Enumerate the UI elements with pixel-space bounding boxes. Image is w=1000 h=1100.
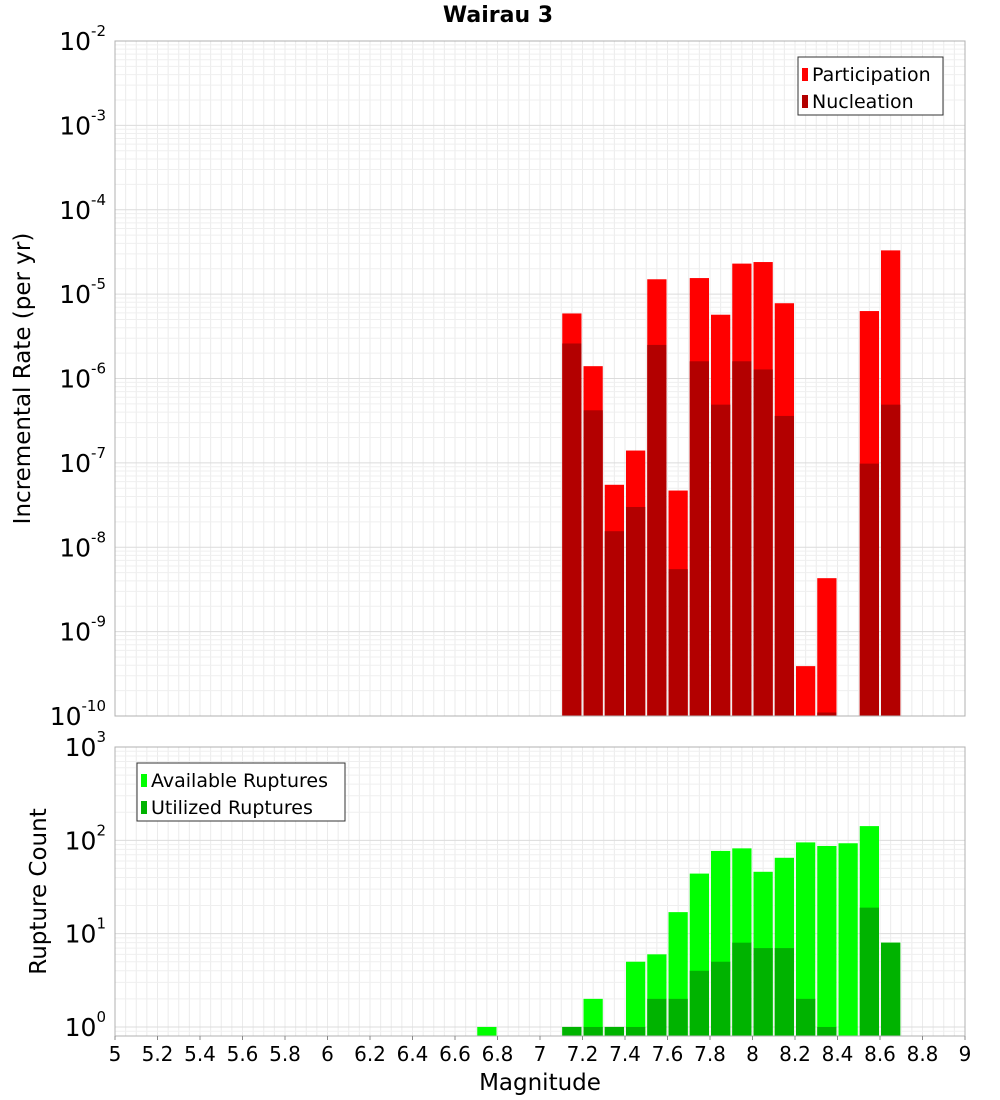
x-tick-label: 7.4 bbox=[609, 1042, 641, 1066]
x-tick-label: 8.4 bbox=[822, 1042, 854, 1066]
bar bbox=[753, 369, 773, 716]
bar bbox=[796, 842, 816, 1036]
rate-panel: 10-2 10-3 10-4 10-5 10-6 10-7 10-8 10-9 10-10 Inc… bbox=[10, 22, 966, 731]
x-tick-label: 6 bbox=[321, 1042, 334, 1066]
bar bbox=[774, 415, 794, 716]
bar bbox=[817, 1026, 837, 1036]
y-tick-label: 10-10 bbox=[50, 697, 106, 731]
x-tick-label: 6.2 bbox=[354, 1042, 386, 1066]
bar bbox=[477, 1026, 497, 1036]
x-tick-label: 5 bbox=[109, 1042, 122, 1066]
bar bbox=[817, 578, 837, 716]
legend-label: Available Ruptures bbox=[151, 770, 328, 792]
y-tick-label: 10-9 bbox=[59, 613, 106, 647]
legend-swatch bbox=[802, 68, 808, 81]
count-series-utilized-ruptures bbox=[562, 907, 901, 1036]
bar bbox=[689, 361, 709, 716]
bar bbox=[817, 712, 837, 716]
count-legend: Available Ruptures Utilized Ruptures bbox=[136, 762, 346, 822]
count-panel: 103 102 101 100 Rupture Count Available Ruptu… bbox=[26, 728, 966, 1042]
bar bbox=[711, 961, 731, 1036]
legend-label: Utilized Ruptures bbox=[151, 797, 313, 819]
x-tick-label: 6.6 bbox=[439, 1042, 471, 1066]
bar bbox=[562, 1026, 582, 1036]
bar bbox=[583, 410, 603, 716]
bar bbox=[689, 970, 709, 1036]
chart-title: Wairau 3 bbox=[443, 3, 553, 28]
x-tick-label: 7.2 bbox=[567, 1042, 599, 1066]
x-tick-label: 9 bbox=[959, 1042, 972, 1066]
y-tick-label: 10-4 bbox=[59, 191, 106, 225]
bar bbox=[626, 961, 646, 1036]
y-tick-label: 10-6 bbox=[59, 360, 106, 394]
bar bbox=[796, 666, 816, 716]
x-tick-label: 5.2 bbox=[142, 1042, 174, 1066]
rate-y-axis-label: Incremental Rate (per yr) bbox=[10, 233, 36, 525]
y-tick-label: 100 bbox=[65, 1008, 106, 1042]
x-tick-label: 5.4 bbox=[184, 1042, 216, 1066]
legend-swatch bbox=[141, 801, 147, 814]
x-tick-label: 8.2 bbox=[779, 1042, 811, 1066]
bar bbox=[647, 344, 667, 716]
x-tick-label: 5.8 bbox=[269, 1042, 301, 1066]
bar bbox=[859, 463, 879, 716]
count-y-axis-label: Rupture Count bbox=[26, 808, 52, 974]
bar bbox=[881, 404, 901, 716]
bar bbox=[604, 531, 624, 716]
bar bbox=[711, 404, 731, 716]
bar bbox=[668, 998, 688, 1036]
y-tick-label: 103 bbox=[65, 728, 106, 762]
x-tick-label: 7.8 bbox=[694, 1042, 726, 1066]
legend-label: Participation bbox=[812, 64, 931, 86]
bar bbox=[626, 1026, 646, 1036]
x-axis-ticks: 5 5.2 5.4 5.6 5.8 6 6.2 6.4 6.6 6.8 7 7.2 7.4 7.6 7.8 8… bbox=[109, 1036, 972, 1066]
legend-swatch bbox=[141, 774, 147, 787]
bar bbox=[774, 948, 794, 1036]
bar bbox=[647, 998, 667, 1036]
x-axis-label: Magnitude bbox=[479, 1070, 601, 1096]
y-tick-label: 102 bbox=[65, 821, 106, 855]
bar bbox=[796, 998, 816, 1036]
bar bbox=[668, 569, 688, 716]
y-tick-label: 10-8 bbox=[59, 528, 106, 562]
x-tick-label: 8 bbox=[746, 1042, 759, 1066]
y-tick-label: 10-2 bbox=[59, 22, 106, 56]
x-tick-label: 6.8 bbox=[482, 1042, 514, 1066]
bar bbox=[604, 1026, 624, 1036]
rate-gridlines bbox=[114, 41, 966, 717]
bar bbox=[732, 361, 752, 716]
rate-series-nucleation bbox=[562, 343, 901, 716]
y-tick-label: 10-5 bbox=[59, 275, 106, 309]
legend-label: Nucleation bbox=[812, 91, 914, 113]
x-tick-label: 8.8 bbox=[907, 1042, 939, 1066]
bar bbox=[562, 343, 582, 716]
rate-legend: Participation Nucleation bbox=[797, 56, 944, 116]
bar bbox=[583, 998, 603, 1036]
bar bbox=[838, 843, 858, 1036]
legend-swatch bbox=[802, 95, 808, 108]
y-tick-label: 10-7 bbox=[59, 444, 106, 478]
bar bbox=[626, 506, 646, 716]
x-tick-label: 7 bbox=[534, 1042, 547, 1066]
bar bbox=[881, 942, 901, 1036]
y-tick-label: 101 bbox=[65, 915, 106, 949]
x-tick-label: 8.6 bbox=[864, 1042, 896, 1066]
x-tick-label: 5.6 bbox=[227, 1042, 259, 1066]
x-tick-label: 6.4 bbox=[397, 1042, 429, 1066]
bar bbox=[732, 942, 752, 1036]
rate-plot-border bbox=[114, 40, 966, 717]
x-tick-label: 7.6 bbox=[652, 1042, 684, 1066]
bar bbox=[583, 1026, 603, 1036]
bar bbox=[753, 948, 773, 1036]
bar bbox=[817, 845, 837, 1036]
y-tick-label: 10-3 bbox=[59, 106, 106, 140]
bar bbox=[859, 907, 879, 1036]
